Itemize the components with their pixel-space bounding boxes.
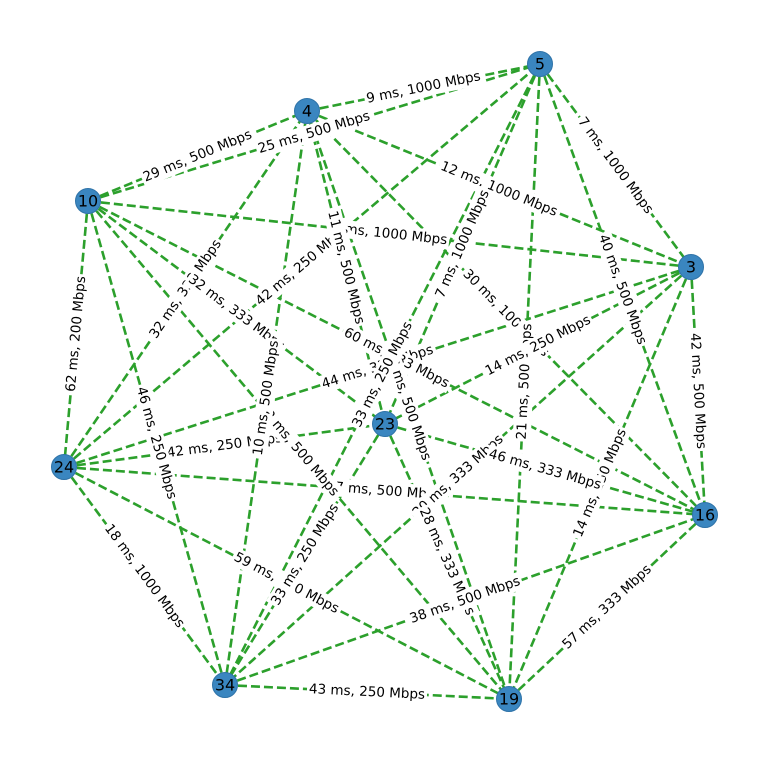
edge-label-background: [414, 503, 480, 620]
edge-label: 62 ms, 200 Mbps: [63, 275, 89, 392]
edge-label-group: 12 ms, 1000 Mbps: [435, 156, 563, 222]
edge-label: 42 ms, 500 Mbps: [687, 333, 710, 450]
edge-label-background: [250, 219, 354, 312]
edge-label-background: [430, 185, 495, 303]
node-label: 4: [302, 102, 312, 121]
node-circle: [692, 502, 718, 528]
edge-label-group: 18 ms, 1000 Mbps: [99, 518, 190, 634]
edge-label-group: 46 ms, 333 Mbps: [484, 444, 606, 495]
edge-5-3: [538, 63, 693, 268]
edge-23-16: [384, 422, 706, 517]
edge-label-group: 43 ms, 250 Mbps: [306, 680, 428, 704]
node-label: 10: [78, 192, 98, 211]
node-circle: [75, 188, 101, 214]
edge-label-group: 57 ms, 333 Mbps: [557, 559, 657, 655]
node-23: 23: [372, 411, 398, 437]
edge-label-background: [362, 66, 485, 109]
edge-label-background: [138, 124, 257, 188]
edge-4-16: [306, 110, 706, 516]
node-circle: [372, 411, 398, 437]
edge-label: 29 ms, 500 Mbps: [141, 127, 254, 186]
edge-label: 12 ms, 1000 Mbps: [438, 158, 560, 220]
edge-label-background: [572, 111, 659, 220]
node-circle: [212, 672, 238, 698]
node-label: 3: [686, 258, 696, 277]
edge-label-background: [557, 559, 657, 655]
edge-label-background: [183, 269, 290, 356]
edge-label-background: [685, 330, 711, 452]
edge-4-3: [306, 109, 692, 269]
edge-label-group: 62 ms, 200 Mbps: [61, 273, 91, 395]
edge-label-background: [405, 571, 525, 629]
edge-label-background: [306, 680, 428, 704]
edge-label-background: [379, 345, 437, 465]
edge-label: 18 ms, 1000 Mbps: [101, 521, 188, 631]
node-24: 24: [51, 454, 77, 480]
edge-label-group: 42 ms, 500 Mbps: [685, 330, 711, 452]
edge-label-group: 40 ms, 500 Mbps: [593, 230, 652, 349]
edge-label-background: [99, 518, 190, 634]
edge-label-background: [144, 234, 227, 344]
edge-label-group: 7 ms, 1000 Mbps: [572, 111, 659, 220]
edge-label-background: [593, 230, 652, 349]
node-5: 5: [527, 51, 553, 77]
node-circle: [51, 454, 77, 480]
edge-label-background: [265, 498, 345, 611]
edge-label-group: 9 ms, 1000 Mbps: [362, 66, 485, 109]
edge-label-background: [248, 337, 284, 459]
edge-label: 46 ms, 333 Mbps: [487, 446, 603, 493]
node-10: 10: [75, 188, 101, 214]
node-34: 34: [212, 672, 238, 698]
edge-label-background: [347, 316, 418, 433]
edge-23-34: [223, 423, 387, 686]
edge-label-background: [322, 207, 370, 328]
node-circle: [678, 254, 704, 280]
node-label: 34: [215, 676, 235, 695]
edge-label-background: [252, 398, 345, 502]
node-circle: [294, 98, 320, 124]
node-label: 19: [499, 690, 519, 709]
edge-label: 14 ms, 250 Mbps: [483, 312, 594, 379]
node-label: 16: [695, 506, 715, 525]
edge-label-background: [480, 310, 596, 381]
edge-label-background: [131, 382, 182, 504]
node-circle: [496, 686, 522, 712]
node-4: 4: [294, 98, 320, 124]
edge-label-background: [328, 218, 451, 250]
edge-label: 57 ms, 333 Mbps: [559, 561, 655, 652]
edge-label-background: [323, 477, 446, 505]
node-label: 23: [375, 415, 395, 434]
node-19: 19: [496, 686, 522, 712]
edge-label: 43 ms, 250 Mbps: [309, 681, 426, 703]
node-3: 3: [678, 254, 704, 280]
edge-label: 7 ms, 1000 Mbps: [574, 114, 656, 217]
node-16: 16: [692, 502, 718, 528]
node-label: 24: [54, 458, 74, 477]
edge-label-background: [407, 429, 509, 523]
edge-label-background: [435, 156, 563, 222]
node-circle: [527, 51, 553, 77]
edge-label-background: [61, 273, 91, 395]
edge-34-19: [224, 683, 510, 701]
nodes-layer: 5 4 10 3 23 24 16 34 19: [51, 51, 718, 712]
node-label: 5: [535, 55, 545, 74]
edge-label-background: [253, 106, 375, 159]
edge-label-group: 14 ms, 250 Mbps: [480, 310, 596, 381]
edge-label-background: [484, 444, 606, 495]
